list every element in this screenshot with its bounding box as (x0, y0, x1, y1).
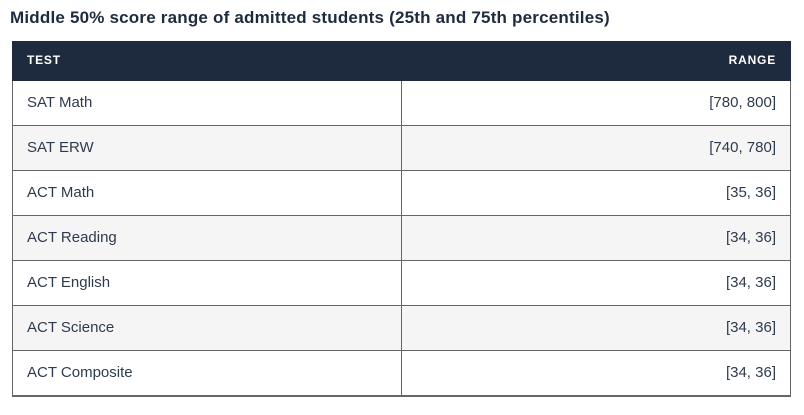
range-cell: [34, 36] (401, 260, 791, 307)
table-row: ACT Reading [34, 36] (12, 215, 791, 262)
test-cell: SAT ERW (12, 125, 402, 172)
test-cell: ACT Math (12, 170, 402, 217)
range-cell: [34, 36] (401, 305, 791, 352)
score-range-table: TEST RANGE SAT Math [780, 800] SAT ERW [… (12, 41, 791, 398)
column-header-range: RANGE (401, 41, 791, 82)
header-row: TEST RANGE (12, 41, 791, 82)
test-cell: SAT Math (12, 80, 402, 127)
range-cell: [740, 780] (401, 125, 791, 172)
table-row: SAT Math [780, 800] (12, 80, 791, 127)
test-cell: ACT Composite (12, 350, 402, 398)
test-cell: ACT English (12, 260, 402, 307)
table-row: ACT Science [34, 36] (12, 305, 791, 352)
test-cell: ACT Reading (12, 215, 402, 262)
test-cell: ACT Science (12, 305, 402, 352)
table-row: ACT English [34, 36] (12, 260, 791, 307)
column-header-test: TEST (12, 41, 402, 82)
table-row: SAT ERW [740, 780] (12, 125, 791, 172)
table-header: TEST RANGE (12, 41, 791, 82)
range-cell: [34, 36] (401, 215, 791, 262)
range-cell: [34, 36] (401, 350, 791, 398)
page-title: Middle 50% score range of admitted stude… (10, 8, 610, 27)
range-cell: [35, 36] (401, 170, 791, 217)
table-row: ACT Composite [34, 36] (12, 350, 791, 398)
table-row: ACT Math [35, 36] (12, 170, 791, 217)
table-body: SAT Math [780, 800] SAT ERW [740, 780] A… (12, 80, 791, 398)
range-cell: [780, 800] (401, 80, 791, 127)
